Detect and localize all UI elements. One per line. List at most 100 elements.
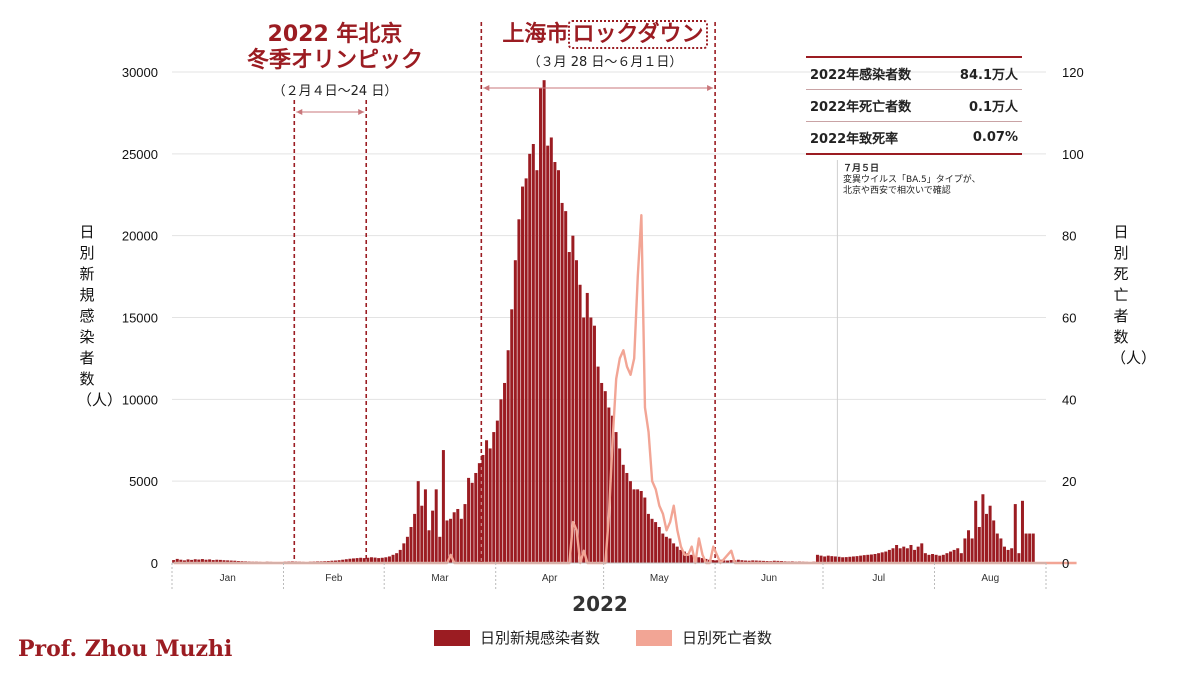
case-bar xyxy=(931,553,935,563)
case-bar xyxy=(855,556,859,563)
case-bar xyxy=(711,560,715,563)
case-bar xyxy=(927,554,931,563)
case-bar xyxy=(967,530,971,563)
case-bar xyxy=(351,558,355,563)
case-bar xyxy=(481,454,485,563)
case-bar xyxy=(884,551,888,563)
case-bar xyxy=(999,538,1003,563)
case-bar xyxy=(902,546,906,563)
case-bar xyxy=(916,546,920,563)
x-tick-month: Aug xyxy=(981,573,999,584)
case-bar xyxy=(582,317,586,563)
case-bar xyxy=(456,508,460,563)
case-bar xyxy=(977,526,981,563)
case-bar xyxy=(200,559,204,563)
case-bar xyxy=(423,489,427,563)
case-bar xyxy=(215,559,219,563)
case-bar xyxy=(445,520,449,563)
case-bar xyxy=(715,560,719,563)
case-bar xyxy=(639,490,643,563)
case-bar xyxy=(369,557,373,563)
case-bar xyxy=(395,553,399,563)
case-bar xyxy=(970,538,974,563)
case-bar xyxy=(833,556,837,563)
case-bar xyxy=(672,543,676,563)
case-bar xyxy=(470,482,474,563)
stat-row-deaths: 2022年死亡者数 0.1万人 xyxy=(806,89,1022,122)
legend-swatch-cases xyxy=(434,629,470,646)
legend-item-cases: 日別新規感染者数 xyxy=(434,627,600,648)
lockdown-boxed: ロックダウン xyxy=(568,20,708,49)
case-bar xyxy=(736,559,740,563)
case-bar xyxy=(528,153,532,564)
y-tick-left: 5000 xyxy=(129,474,158,489)
case-bar xyxy=(574,260,578,563)
case-bar xyxy=(963,538,967,563)
case-bar xyxy=(405,536,409,563)
case-bar xyxy=(1013,504,1017,563)
x-tick-month: Jan xyxy=(220,573,236,584)
case-bar xyxy=(909,544,913,563)
lockdown-prefix: 上海市 xyxy=(502,22,569,47)
period-markers xyxy=(293,22,838,563)
case-bar xyxy=(384,557,388,563)
y-axis-left-label: 日別新規感染者数（人） xyxy=(77,223,123,409)
case-bar xyxy=(841,557,845,563)
legend-item-deaths: 日別死亡者数 xyxy=(636,627,772,648)
case-bar xyxy=(474,472,478,563)
y-tick-left: 10000 xyxy=(122,392,158,407)
x-tick-month: Feb xyxy=(325,573,343,584)
case-bar xyxy=(567,252,571,564)
case-bar xyxy=(923,553,927,563)
case-bar xyxy=(564,211,568,563)
y-tick-left: 0 xyxy=(151,556,158,571)
case-bar xyxy=(380,557,384,563)
y-tick-right: 0 xyxy=(1062,556,1069,571)
case-bar xyxy=(348,558,352,563)
case-bar xyxy=(603,391,607,563)
case-bar xyxy=(222,560,226,563)
case-bar xyxy=(985,513,989,563)
case-bar xyxy=(592,325,596,563)
case-bar xyxy=(499,399,503,563)
legend: 日別新規感染者数 日別死亡者数 xyxy=(434,627,772,648)
y-tick-right: 20 xyxy=(1062,474,1076,489)
case-bar xyxy=(880,552,884,563)
case-bar xyxy=(610,415,614,563)
case-bar xyxy=(362,558,366,563)
grid-lines xyxy=(172,71,1046,564)
case-bar xyxy=(452,512,456,563)
case-bar xyxy=(952,549,956,563)
olympics-dates: （２月４日～24 日） xyxy=(272,84,398,99)
axes: 0 5000 10000 15000 20000 25000 30000 0 20 40 60 80 1… xyxy=(122,65,1084,589)
y-tick-left: 15000 xyxy=(122,311,158,326)
case-bar xyxy=(675,546,679,563)
case-bar xyxy=(492,432,496,563)
case-bar xyxy=(920,543,924,563)
case-bar xyxy=(636,489,640,563)
case-bar xyxy=(859,555,863,563)
case-bar xyxy=(959,553,963,563)
case-bar xyxy=(1031,533,1035,563)
case-bar xyxy=(578,284,582,563)
case-bar xyxy=(172,560,176,563)
case-bar xyxy=(744,560,748,563)
ba5-note: ７月５日 変異ウイルス「BA.5」タイプが、 北京や西安で相次いで確認 xyxy=(843,164,1043,197)
case-bar xyxy=(427,530,431,563)
case-bar xyxy=(945,553,949,563)
ba5-line1: 変異ウイルス「BA.5」タイプが、 xyxy=(843,175,981,185)
case-bar xyxy=(632,489,636,563)
x-axis-title: 2022 xyxy=(572,592,628,616)
case-bar xyxy=(646,513,650,563)
case-bar xyxy=(934,554,938,563)
lockdown-arrow-left xyxy=(483,85,490,91)
case-bar xyxy=(819,555,823,563)
x-tick-month: Jun xyxy=(761,573,777,584)
case-bar xyxy=(416,481,420,563)
y-tick-left: 20000 xyxy=(122,229,158,244)
y-tick-right: 80 xyxy=(1062,229,1076,244)
case-bar xyxy=(506,350,510,563)
case-bar xyxy=(431,510,435,563)
case-bar xyxy=(995,533,999,563)
case-bar xyxy=(197,559,201,563)
